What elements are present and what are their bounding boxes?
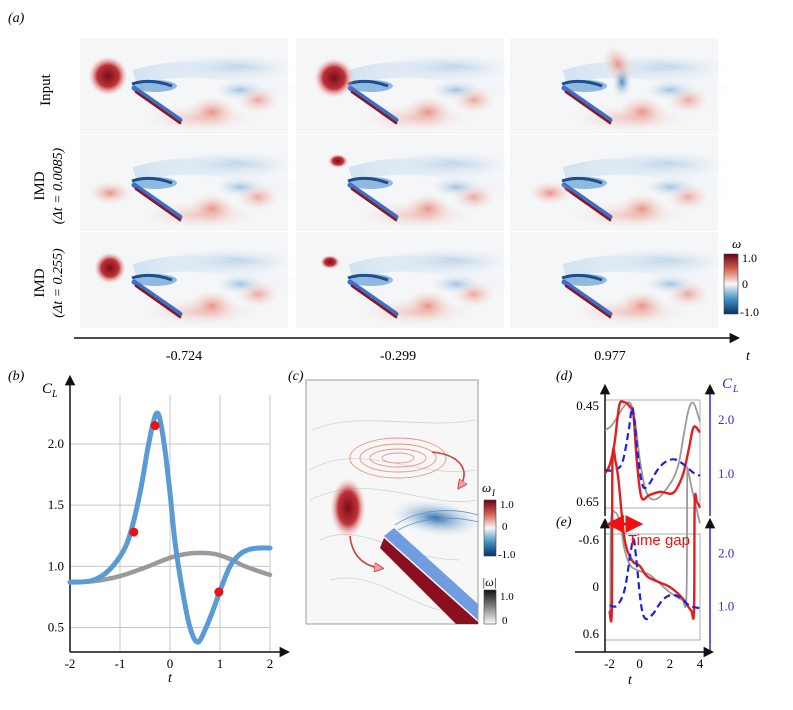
x-axis-label: t (628, 673, 633, 688)
time-axis-label: t (746, 349, 751, 364)
series-c-l-dashed (609, 537, 701, 621)
x-tick-label: -2 (604, 656, 615, 671)
colorbar-c (483, 499, 497, 557)
x-tick-label: -2 (65, 656, 76, 671)
colorbar-c2 (483, 589, 497, 625)
colorbar-c-tick-max: 1.0 (500, 499, 514, 511)
flow-tile (296, 232, 516, 328)
y-axis-label-sub: L (51, 389, 58, 400)
left-tick-label: 0.65 (576, 494, 599, 509)
colorbar-c2-symbol: |ω| (482, 575, 497, 589)
y-axis-label: C (42, 381, 53, 397)
flow-tile (80, 38, 300, 134)
colorbar-a-tick-max: 1.0 (742, 251, 757, 265)
row-label-input: Input (38, 73, 54, 105)
colorbar-c-tick-zero: 0 (502, 521, 508, 533)
y-tick-label: 2.0 (48, 436, 64, 451)
panel-c-flow-image (305, 379, 482, 625)
colorbar-a-tick-min: -1.0 (740, 305, 759, 319)
x-tick-label: 1 (217, 656, 224, 671)
colorbar-a-tick-zero: 0 (742, 277, 748, 291)
flow-tile (510, 135, 730, 231)
x-tick-label: 2 (267, 656, 274, 671)
flow-tile (80, 232, 300, 328)
right-tick-label: 2.0 (718, 546, 734, 561)
time-marker (214, 587, 224, 597)
time-tick-3: 0.977 (594, 349, 626, 364)
chart-e: -0.6 0 0.6 1.0 2.0 -2 0 2 4 t (575, 447, 734, 688)
flow-tile (510, 232, 730, 328)
time-gap-label: Time gap (628, 532, 690, 549)
right-tick-label: 1.0 (718, 599, 734, 614)
panel-e-label: (e) (556, 515, 572, 530)
colorbar-a (723, 253, 739, 315)
panel-b-label: (b) (8, 369, 25, 384)
series-gray (608, 466, 701, 618)
time-tick-2: -0.299 (380, 349, 416, 364)
series-c-l-dashed (604, 406, 701, 490)
y-tick-label: 1.5 (48, 497, 64, 512)
row-label-imd-1: IMD (32, 171, 48, 200)
colorbar-c2-tick-zero: 0 (502, 615, 508, 627)
panel-a-label: (a) (8, 11, 25, 26)
flow-field-grid (80, 38, 730, 328)
row-label-imd-2: IMD (32, 268, 48, 297)
series-red (608, 447, 702, 623)
panel-c-label: (c) (288, 369, 304, 384)
colorbar-a-symbol: ω (732, 236, 741, 251)
x-tick-label: 0 (636, 656, 643, 671)
flow-tile (510, 38, 730, 134)
panel-d-label: (d) (556, 369, 573, 384)
time-marker (150, 421, 160, 431)
chart-b: -2 -1 0 1 2 0.5 1.0 1.5 2.0 t C L (42, 374, 291, 686)
chart-d: 0.45 0.65 1.0 2.0 C L (576, 376, 739, 516)
plot-frame (604, 533, 701, 641)
x-axis-label: t (168, 671, 173, 686)
colorbar-c-tick-min: -1.0 (498, 549, 516, 561)
series-line-c-l (67, 410, 273, 645)
left-tick-label: 0.45 (576, 398, 599, 413)
series-red (603, 400, 701, 501)
time-marker (129, 527, 139, 537)
colorbar-c-subscript: I (491, 488, 496, 498)
colorbar-c2-tick-max: 1.0 (500, 591, 514, 603)
flow-tile (296, 135, 516, 231)
time-tick-1: -0.724 (166, 349, 202, 364)
x-tick-label: 4 (697, 656, 704, 671)
x-tick-label: 2 (667, 656, 674, 671)
right-axis-label-sub: L (732, 384, 739, 395)
row-label-dt-1: (Δt = 0.0085) (51, 147, 66, 224)
y-tick-label: 0.5 (48, 620, 64, 635)
right-tick-label: 2.0 (718, 412, 734, 427)
flow-tile (296, 38, 516, 134)
series-gray (604, 401, 701, 501)
right-axis-label: C (722, 376, 733, 392)
flow-tile (80, 135, 300, 231)
colorbar-c-symbol: ω (482, 480, 491, 495)
left-tick-label: 0 (593, 579, 600, 594)
left-tick-label: 0.6 (583, 626, 600, 641)
x-tick-label: -1 (115, 656, 126, 671)
x-tick-label: 0 (167, 656, 174, 671)
right-tick-label: 1.0 (718, 466, 734, 481)
left-tick-label: -0.6 (578, 532, 599, 547)
row-label-dt-2: (Δt = 0.255) (51, 248, 66, 318)
y-tick-label: 1.0 (48, 558, 64, 573)
